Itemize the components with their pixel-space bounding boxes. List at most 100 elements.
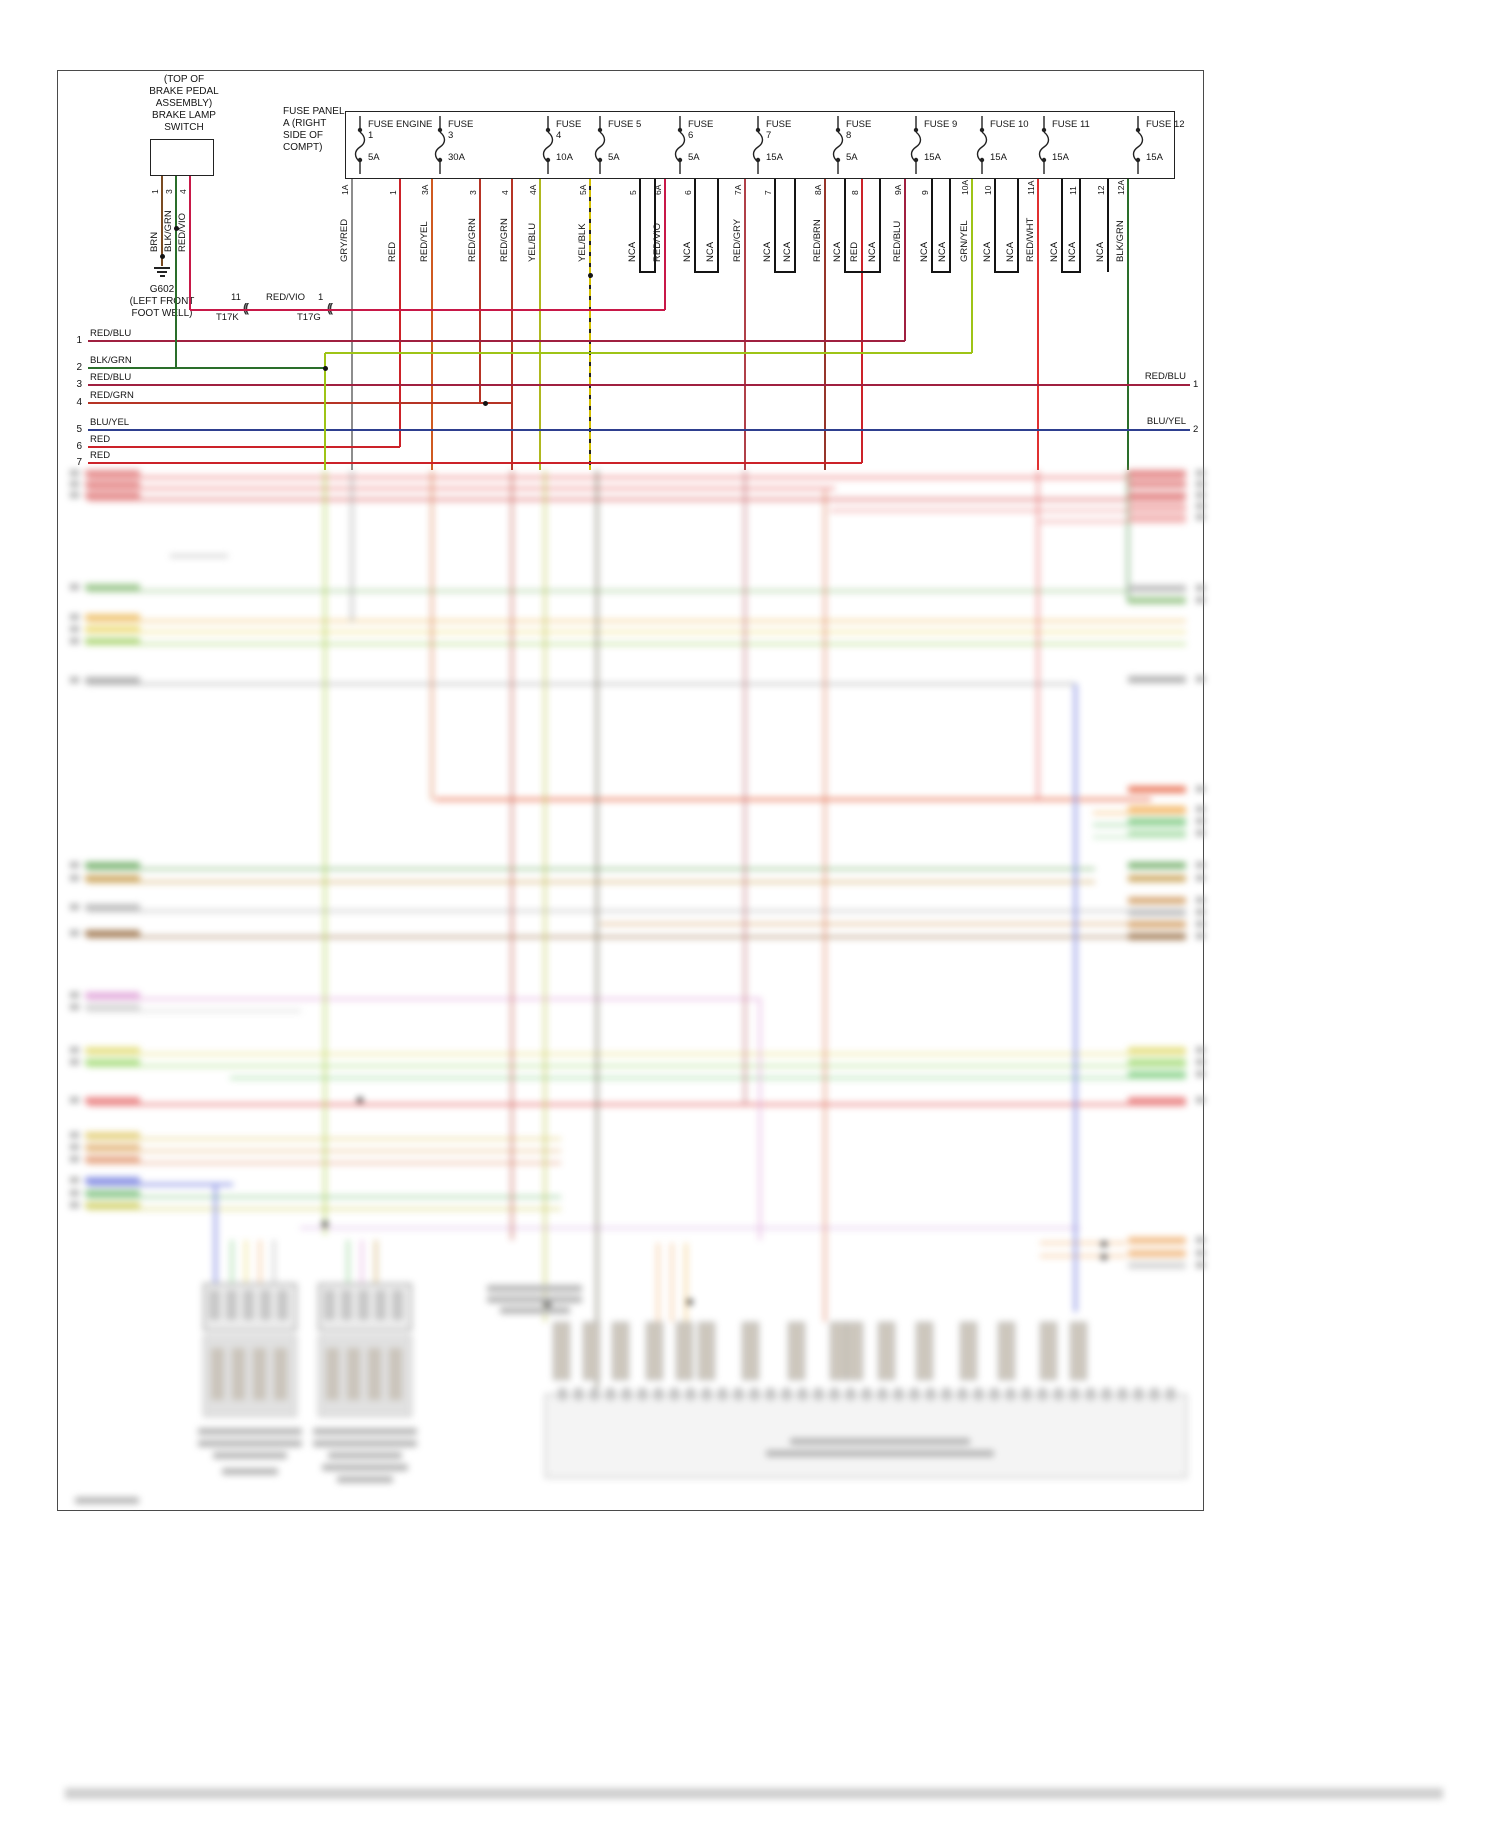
fuse-output-wire: [930, 179, 934, 272]
fuse-output-wire: [589, 179, 592, 470]
fuse-output-pin: 3A: [420, 184, 430, 195]
fuse-amps: 15A: [990, 152, 1007, 163]
fuse-output-pin: 10A: [960, 179, 970, 195]
fuse-output-label: NCA: [866, 241, 878, 262]
connector-left-pin: 11: [231, 292, 241, 303]
nca-loop: [638, 270, 657, 274]
fuse-output-label: NCA: [936, 241, 948, 262]
junction-dot: [587, 272, 593, 278]
fuse-output-wire: [1016, 179, 1020, 272]
nca-loop: [993, 270, 1020, 274]
fuse-output-pin: 1A: [340, 184, 350, 195]
fuse-symbol: [1037, 116, 1051, 174]
switch-pin: 3: [164, 189, 174, 194]
fuse-output-wire: [653, 179, 657, 272]
circuit-number: 3: [76, 379, 82, 390]
brn-wire: [161, 176, 163, 266]
fuse-output-pin: 3: [468, 190, 478, 195]
fuse-amps: 30A: [448, 152, 465, 163]
fuse-output-label: RED/BRN: [811, 219, 823, 262]
fuse-output-wire: [948, 179, 952, 272]
fuse-output-wire: [744, 179, 746, 470]
fuse-output-label: RED/BLU: [891, 220, 903, 262]
circuit-wire-label: RED: [90, 450, 111, 461]
circuit-number: 6: [76, 441, 82, 452]
nca-loop: [843, 270, 882, 274]
circuit-wire: [88, 462, 862, 464]
fuse-symbol: [1131, 116, 1145, 174]
fuse-name: FUSE: [556, 119, 582, 130]
switch-wire-label: RED/VIO: [176, 212, 188, 252]
fuse-name: FUSE 11: [1052, 119, 1090, 130]
circuit-wire-label: RED/BLU: [90, 372, 132, 383]
fuse-output-wire: [399, 179, 401, 447]
fuse-symbol: [673, 116, 687, 174]
fuse-output-label: RED/GRN: [498, 218, 510, 262]
fuse-output-label: NCA: [918, 241, 930, 262]
ground-id: G602: [149, 284, 175, 295]
fuse-name: FUSE 12: [1146, 119, 1185, 130]
fuse-output-label: RED: [386, 241, 398, 262]
fuse-output-pin: 12A: [1116, 179, 1126, 195]
fuse-output-label: RED: [848, 241, 860, 262]
fuse-number: 8: [846, 130, 852, 141]
fuse-output-wire: [993, 179, 997, 272]
fuse-output-pin: 4: [500, 190, 510, 195]
fuse-output-wire: [904, 179, 906, 341]
fuse-output-label: RED/GRY: [731, 218, 743, 262]
fuse-output-label: NCA: [681, 241, 693, 262]
switch-pin: 1: [150, 189, 160, 194]
connector-left-name: T17K: [216, 312, 239, 323]
fuse-output-pin: 4A: [528, 184, 538, 195]
fuse-output-pin: 5A: [578, 184, 588, 195]
fuse-output-label: RED/GRN: [466, 218, 478, 262]
fuse-output-wire: [511, 179, 513, 470]
circuit-wire-label: RED: [90, 434, 111, 445]
circuit-wire-label: BLU/YEL: [90, 417, 130, 428]
fuse-amps: 15A: [1146, 152, 1163, 163]
fuse-output-pin: 9: [920, 190, 930, 195]
fuse-output-pin: 8A: [813, 184, 823, 195]
blkgrn-wire: [175, 176, 177, 368]
fuse-output-pin: 6A: [653, 184, 663, 195]
fuse-output-wire: [1060, 179, 1064, 272]
right-wire-number: 1: [1193, 379, 1199, 390]
fuse-output-label: NCA: [704, 241, 716, 262]
fuse-symbol: [909, 116, 923, 174]
circuit-number: 5: [76, 424, 82, 435]
fuse-number: 6: [688, 130, 694, 141]
fuse-output-pin: 10: [983, 185, 993, 195]
fuse-output-label: NCA: [1094, 241, 1106, 262]
fuse-output-pin: 12: [1096, 185, 1106, 195]
brake-switch-box: [150, 139, 214, 176]
fuse-output-wire: [539, 179, 541, 470]
right-wire-label: RED/BLU: [1144, 371, 1186, 382]
circuit-wire: [88, 384, 1190, 386]
fuse-symbol: [593, 116, 607, 174]
fuse-amps: 15A: [1052, 152, 1069, 163]
caption-line: A (RIGHT: [283, 118, 327, 129]
circuit-wire-label: BLK/GRN: [90, 355, 132, 366]
circuit-wire: [88, 340, 905, 342]
connector-symbol: ((: [327, 301, 333, 315]
junction-dot: [173, 225, 179, 231]
caption-line: ASSEMBLY): [155, 98, 213, 109]
switch-pin: 4: [178, 189, 188, 194]
fuse-output-pin: 11: [1068, 186, 1078, 195]
circuit-number: 7: [76, 457, 82, 468]
fuse-output-wire: [843, 179, 847, 272]
caption-line: FUSE PANEL: [283, 106, 345, 117]
fuse-name: FUSE: [846, 119, 872, 130]
junction-dot: [159, 253, 165, 259]
fuse-name: FUSE ENGINE: [368, 119, 433, 130]
fuse-amps: 5A: [846, 152, 858, 163]
fuse-amps: 5A: [688, 152, 700, 163]
fuse-output-wire: [479, 179, 481, 403]
ground-symbol: [157, 271, 167, 273]
fuse-output-label: NCA: [626, 241, 638, 262]
circuit-wire: [88, 402, 512, 404]
fuse-output-wire: [664, 179, 666, 310]
nca-loop: [773, 270, 797, 274]
circuit-wire: [88, 429, 1190, 431]
fuse-output-label: NCA: [831, 241, 843, 262]
